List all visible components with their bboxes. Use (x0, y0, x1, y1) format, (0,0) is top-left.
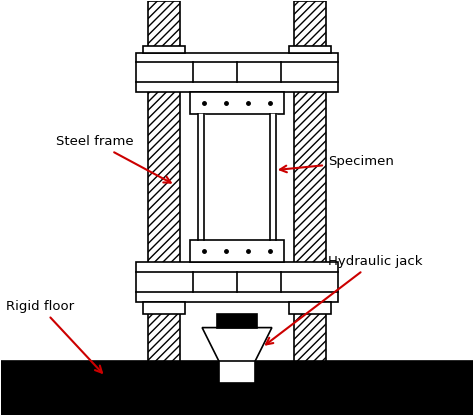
Bar (137, 52, 337, 92)
Bar (148, 1, 180, 362)
Text: Hydraulic jack: Hydraulic jack (266, 255, 422, 344)
Bar (221, 366, 253, 384)
Bar (219, 362, 255, 384)
Bar (289, 302, 331, 314)
Bar (190, 92, 284, 114)
Text: Steel frame: Steel frame (55, 135, 171, 183)
Bar (143, 45, 185, 52)
Bar (190, 240, 284, 262)
Bar (1, 362, 473, 415)
Bar (289, 45, 331, 52)
Bar (143, 302, 185, 314)
Text: Specimen: Specimen (280, 155, 393, 172)
Polygon shape (202, 327, 272, 366)
Bar (294, 1, 326, 362)
Text: Rigid floor: Rigid floor (6, 300, 102, 373)
Bar (137, 262, 337, 302)
Bar (217, 314, 257, 327)
